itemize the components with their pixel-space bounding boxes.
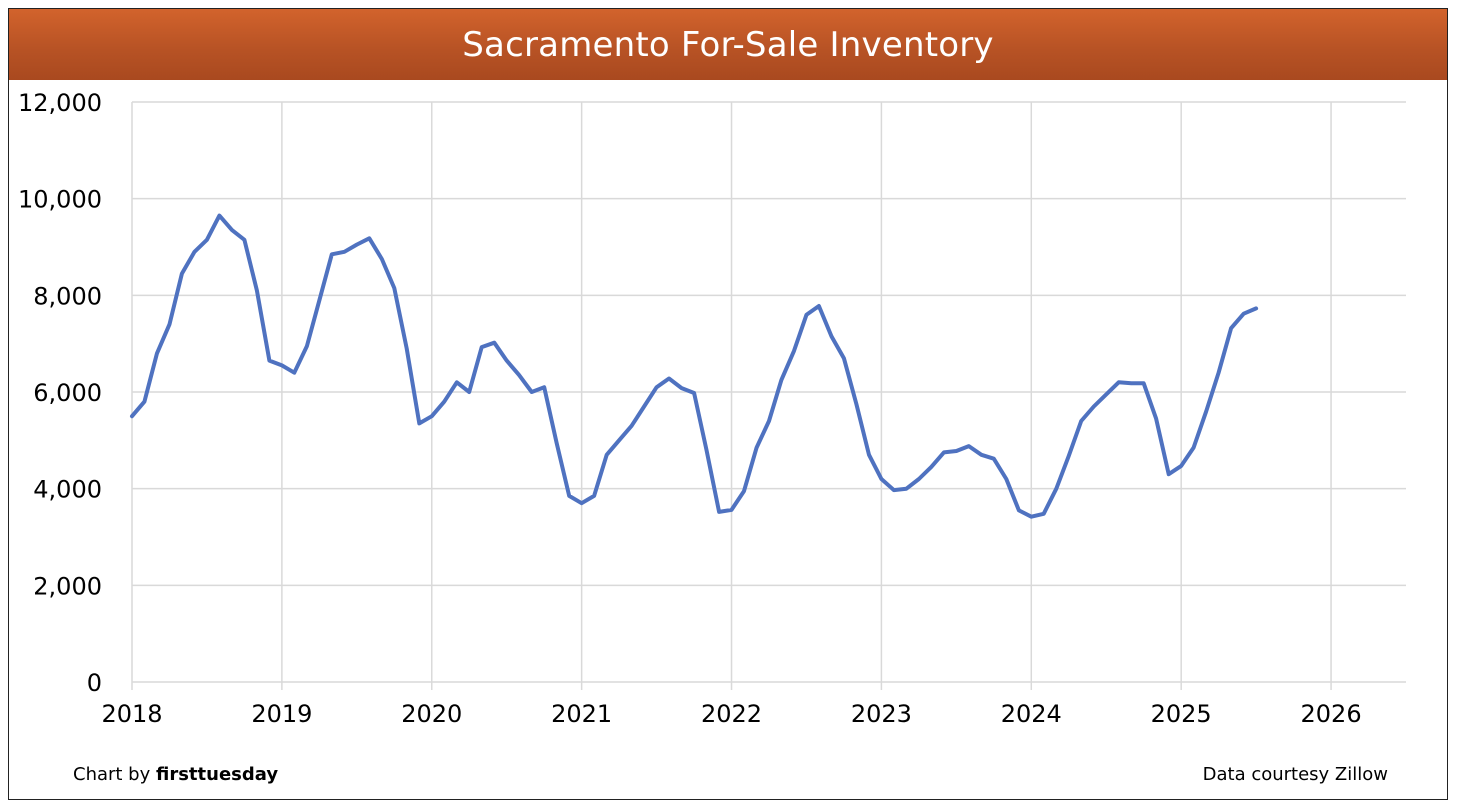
data-source-credit: Data courtesy Zillow: [1202, 764, 1388, 785]
y-tick-label: 4,000: [33, 476, 102, 504]
y-tick-label: 0: [87, 669, 102, 697]
x-tick-label: 2020: [401, 700, 462, 728]
y-axis-ticks: 0 2,000 4,000 6,000 8,000 10,000 12,000: [18, 89, 102, 697]
chart-header: Sacramento For-Sale Inventory: [9, 9, 1447, 80]
x-tick-label: 2019: [251, 700, 312, 728]
x-tick-label: 2021: [551, 700, 612, 728]
series-lines: [130, 213, 1259, 519]
chart-credit: Chart by firsttuesday: [73, 764, 278, 785]
y-tick-label: 8,000: [33, 282, 102, 310]
credit-prefix: Chart by: [73, 764, 156, 785]
x-tick-label: 2018: [101, 700, 162, 728]
x-tick-label: 2025: [1151, 700, 1212, 728]
credit-brand: firsttuesday: [156, 764, 279, 785]
y-tick-label: 6,000: [33, 379, 102, 407]
x-axis-ticks: 2018 2019 2020 2021 2022 2023 2024 2025 2026: [101, 700, 1361, 728]
y-tick-label: 10,000: [18, 186, 102, 214]
x-tick-label: 2022: [701, 700, 762, 728]
y-tick-label: 12,000: [18, 89, 102, 117]
chart-title: Sacramento For-Sale Inventory: [462, 24, 994, 65]
axes: [131, 102, 1406, 690]
x-tick-label: 2026: [1301, 700, 1362, 728]
y-tick-label: 2,000: [33, 572, 102, 600]
series-line: [130, 213, 1259, 519]
x-tick-label: 2023: [851, 700, 912, 728]
grid-lines: [132, 101, 1406, 682]
x-tick-label: 2024: [1001, 700, 1062, 728]
